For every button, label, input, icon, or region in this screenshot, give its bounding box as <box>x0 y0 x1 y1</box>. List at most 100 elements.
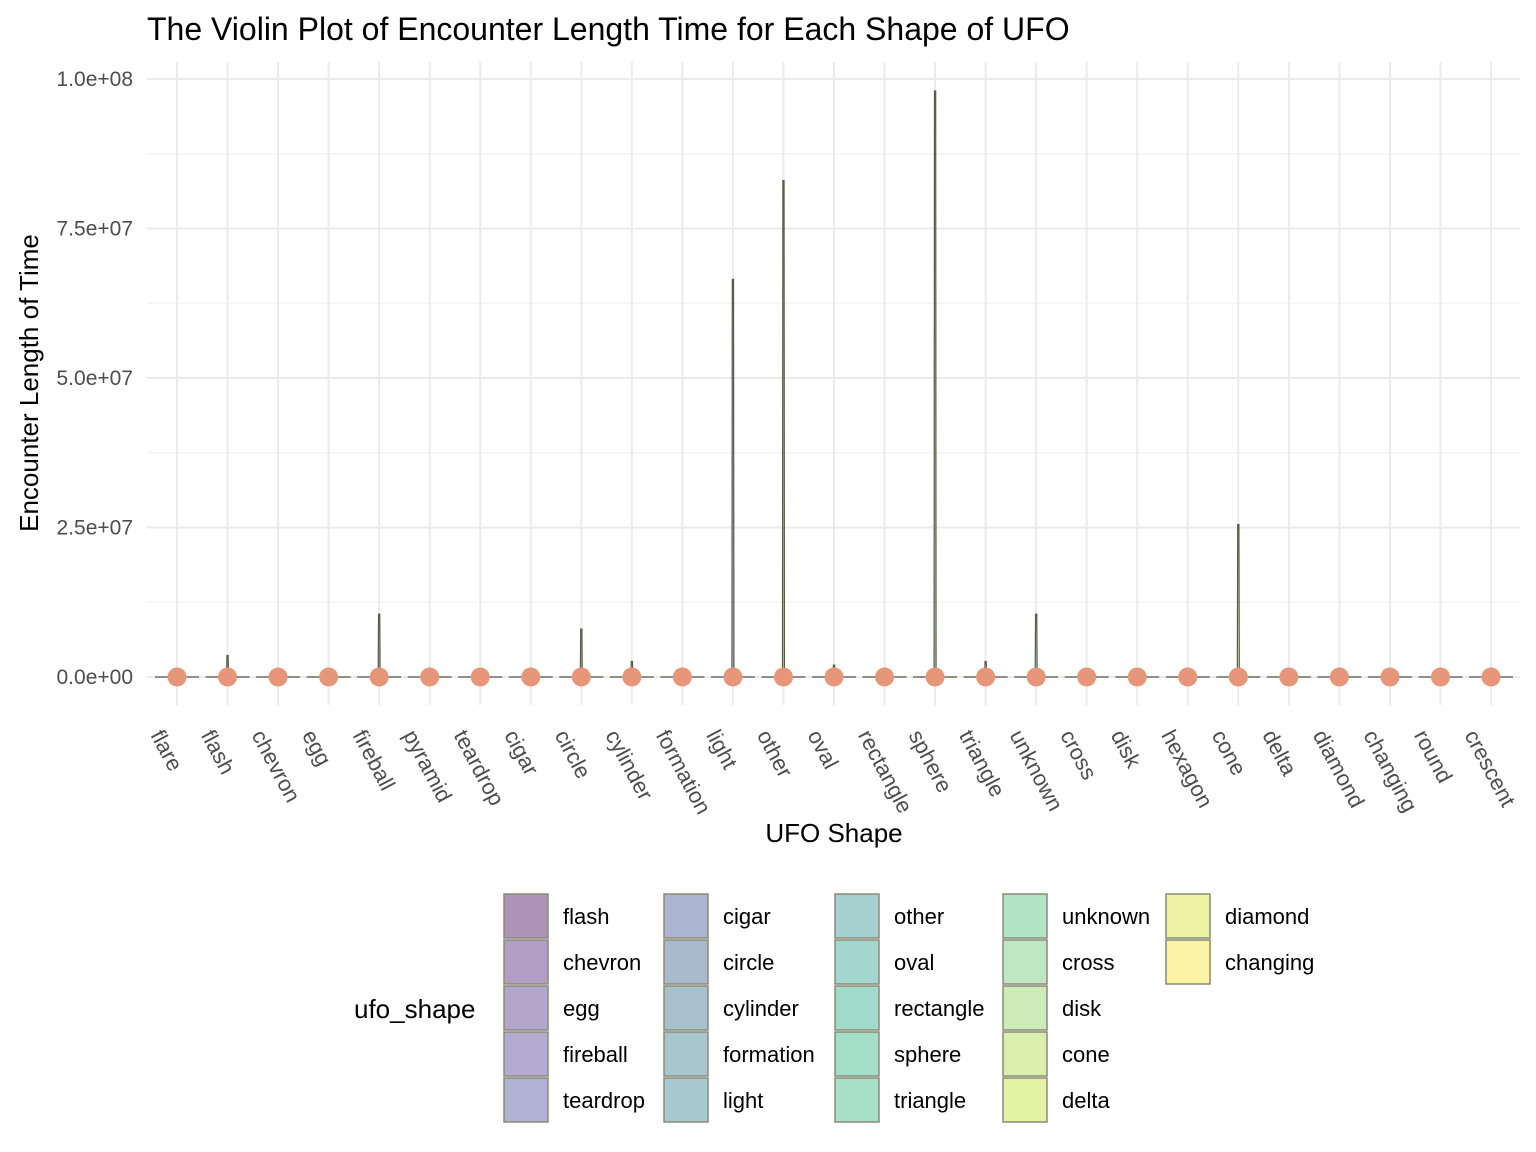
median-point-sphere <box>925 667 945 687</box>
x-tick-label: round <box>1409 726 1457 787</box>
legend-label: disk <box>1062 996 1102 1021</box>
x-tick-label: cross <box>1055 726 1102 784</box>
legend-swatch <box>834 939 880 985</box>
legend-label: unknown <box>1062 904 1150 929</box>
legend-swatch <box>1165 893 1211 939</box>
y-tick-label: 1.0e+08 <box>57 68 134 91</box>
legend-swatch <box>834 893 880 939</box>
median-point-crescent <box>1481 667 1501 687</box>
median-point-cylinder <box>622 667 642 687</box>
median-point-teardrop <box>470 667 490 687</box>
legend-label: rectangle <box>894 996 985 1021</box>
legend-swatch <box>834 985 880 1031</box>
median-point-pyramid <box>420 667 440 687</box>
legend-label: fireball <box>563 1042 628 1067</box>
y-tick-label: 0.0e+00 <box>57 666 134 689</box>
y-tick-labels: 0.0e+00 2.5e+07 5.0e+07 7.5e+07 1.0e+08 <box>57 68 134 689</box>
x-tick-label: triangle <box>954 726 1010 801</box>
legend-swatch <box>663 985 709 1031</box>
legend: ufo_shape flash chevron egg fireball teardro… <box>354 893 1314 1123</box>
y-tick-label: 5.0e+07 <box>57 367 134 390</box>
legend-swatch <box>1002 939 1048 985</box>
median-point-delta <box>1279 667 1299 687</box>
median-point-changing <box>1380 667 1400 687</box>
legend-swatch <box>1002 1077 1048 1123</box>
median-point-flare <box>167 667 187 687</box>
median-point-cone <box>1228 667 1248 687</box>
legend-label: formation <box>723 1042 815 1067</box>
x-tick-label: cylinder <box>600 726 658 805</box>
median-point-unknown <box>1026 667 1046 687</box>
x-tick-label: egg <box>297 726 336 770</box>
legend-label: cone <box>1062 1042 1110 1067</box>
legend-title: ufo_shape <box>354 994 475 1024</box>
legend-label: diamond <box>1225 904 1309 929</box>
median-point-oval <box>824 667 844 687</box>
legend-label: flash <box>563 904 609 929</box>
legend-swatch <box>1002 893 1048 939</box>
legend-label: cross <box>1062 950 1115 975</box>
median-point-diamond <box>1329 667 1349 687</box>
chart-title: The Violin Plot of Encounter Length Time… <box>147 11 1070 47</box>
median-point-triangle <box>976 667 996 687</box>
legend-swatch <box>1165 939 1211 985</box>
y-tick-label: 2.5e+07 <box>57 517 134 540</box>
y-axis-title: Encounter Length of Time <box>14 234 44 532</box>
x-tick-label: flare <box>146 726 188 776</box>
violin-light <box>731 278 735 678</box>
x-tick-label: other <box>752 726 798 782</box>
legend-swatch <box>503 985 549 1031</box>
x-tick-label: disk <box>1106 726 1147 773</box>
x-tick-label: chevron <box>247 726 306 807</box>
legend-swatch <box>503 1031 549 1077</box>
median-point-light <box>723 667 743 687</box>
legend-items: flash chevron egg fireball teardrop cigar circ… <box>503 893 1314 1123</box>
legend-swatch <box>503 939 549 985</box>
legend-label: cigar <box>723 904 771 929</box>
violin-sphere <box>933 90 937 678</box>
x-tick-label: cone <box>1207 726 1251 780</box>
legend-label: changing <box>1225 950 1314 975</box>
violin-cone <box>1236 523 1240 678</box>
x-tick-label: delta <box>1257 726 1302 781</box>
legend-swatch <box>1002 985 1048 1031</box>
legend-swatch <box>1002 1031 1048 1077</box>
legend-label: egg <box>563 996 600 1021</box>
y-tick-label: 7.5e+07 <box>57 218 134 241</box>
legend-label: light <box>723 1088 763 1113</box>
legend-swatch <box>834 1077 880 1123</box>
median-point-round <box>1430 667 1450 687</box>
violin-other <box>781 180 786 678</box>
median-point-disk <box>1127 667 1147 687</box>
median-point-formation <box>672 667 692 687</box>
legend-label: chevron <box>563 950 641 975</box>
x-tick-label: crescent <box>1460 726 1521 811</box>
x-tick-label: oval <box>803 726 844 773</box>
median-point-circle <box>571 667 591 687</box>
legend-swatch <box>663 1077 709 1123</box>
x-tick-label: cigar <box>499 726 543 780</box>
median-point-cigar <box>521 667 541 687</box>
x-tick-label: sphere <box>904 726 958 797</box>
legend-label: cylinder <box>723 996 799 1021</box>
x-tick-label: flash <box>196 726 240 779</box>
median-point-cross <box>1077 667 1097 687</box>
median-point-rectangle <box>875 667 895 687</box>
legend-swatch <box>663 893 709 939</box>
median-point-other <box>773 667 793 687</box>
median-point-flash <box>218 667 238 687</box>
legend-label: circle <box>723 950 774 975</box>
legend-label: teardrop <box>563 1088 645 1113</box>
x-tick-label: fireball <box>348 726 401 795</box>
legend-label: sphere <box>894 1042 961 1067</box>
legend-label: oval <box>894 950 934 975</box>
legend-swatch <box>503 1077 549 1123</box>
legend-swatch <box>663 939 709 985</box>
x-axis-title: UFO Shape <box>765 818 902 848</box>
grid <box>147 62 1520 705</box>
median-point-hexagon <box>1178 667 1198 687</box>
legend-swatch <box>834 1031 880 1077</box>
legend-swatch <box>663 1031 709 1077</box>
